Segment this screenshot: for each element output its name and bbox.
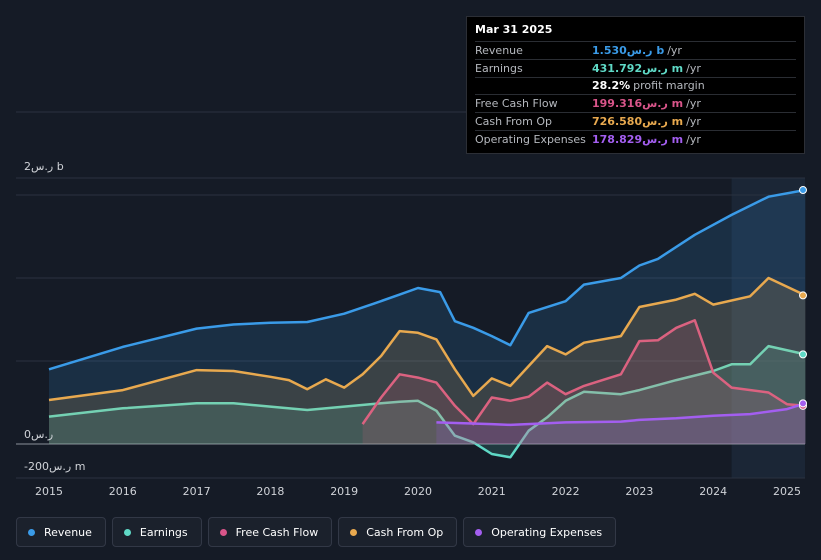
revenue-area	[49, 190, 806, 444]
operating-expenses-line	[436, 402, 806, 427]
tooltip-value: 726.580ر.س m	[592, 115, 684, 129]
operating-expenses-area	[436, 403, 806, 444]
tooltip-date: Mar 31 2025	[475, 23, 553, 36]
x-tick-label: 2021	[478, 485, 506, 498]
revenue-end-marker	[799, 186, 807, 195]
cash-from-op-end-marker	[799, 291, 807, 300]
legend: Revenue Earnings Free Cash Flow Cash From O…	[16, 517, 617, 549]
tooltip-unit: /yr	[686, 132, 701, 146]
legend-item-revenue[interactable]: Revenue	[16, 517, 106, 547]
legend-dot-icon	[28, 528, 35, 536]
tooltip-unit: /yr	[686, 115, 701, 129]
legend-item-operating-expenses[interactable]: Operating Expenses	[463, 517, 617, 547]
x-tick-label: 2017	[183, 485, 211, 498]
legend-item-free-cash-flow[interactable]: Free Cash Flow	[207, 517, 333, 547]
tooltip-row: Revenue 1.530ر.س b/yr	[475, 41, 796, 59]
x-tick-label: 2018	[256, 485, 284, 498]
tooltip-row: Earnings 431.792ر.س m/yr	[475, 58, 796, 77]
legend-dot-icon	[123, 528, 131, 536]
earnings-area	[49, 346, 806, 458]
tooltip-label: Cash From Op	[475, 115, 553, 129]
legend-label: Cash From Op	[366, 525, 444, 539]
data-tooltip: Mar 31 2025 Revenue 1.530ر.س b/yr Earnings…	[466, 16, 805, 154]
tooltip-value: 431.792ر.س m	[592, 61, 684, 75]
tooltip-label: Revenue	[475, 43, 523, 57]
operating-expenses-end-marker	[799, 399, 807, 408]
tooltip-unit: /yr	[667, 43, 682, 57]
x-tick-label: 2019	[330, 485, 358, 498]
x-tick-label: 2024	[699, 485, 727, 498]
x-tick-label: 2022	[552, 485, 580, 498]
earnings-line	[48, 344, 806, 459]
highlight-band	[731, 178, 805, 478]
legend-label: Revenue	[44, 525, 92, 539]
tooltip-unit: /yr	[686, 97, 701, 111]
y-tick-label: 0ر.س	[24, 428, 53, 441]
tooltip-value: 1.530ر.س b	[592, 43, 665, 57]
x-tick-label: 2023	[625, 485, 653, 498]
x-tick-label: 2025	[773, 485, 801, 498]
x-tick-label: 2020	[404, 485, 432, 498]
y-tick-label: 2ر.س b	[24, 160, 64, 173]
legend-dot-icon	[475, 528, 483, 536]
revenue-line	[48, 188, 806, 371]
tooltip-row: 28.2% profit margin	[475, 76, 796, 95]
legend-item-cash-from-op[interactable]: Cash From Op	[338, 517, 458, 547]
tooltip-row: Free Cash Flow 199.316ر.س m/yr	[475, 94, 796, 112]
earnings-end-marker	[799, 350, 807, 359]
legend-label: Earnings	[139, 525, 188, 539]
tooltip-value: 28.2%	[592, 79, 631, 93]
tooltip-label: Earnings	[475, 61, 523, 75]
tooltip-row: Cash From Op 726.580ر.س m/yr	[475, 112, 796, 130]
x-tick-label: 2016	[109, 485, 137, 498]
tooltip-value: 178.829ر.س m	[592, 132, 684, 146]
legend-label: Operating Expenses	[491, 525, 603, 539]
tooltip-row: Operating Expenses 178.829ر.س m/yr	[475, 129, 796, 148]
chart-area: 2ر.س b 0ر.س -200ر.س m 2015 2016 2017 2018 2019 2…	[16, 111, 807, 498]
tooltip-unit: profit margin	[633, 79, 705, 93]
legend-dot-icon	[219, 528, 227, 536]
tooltip-label: Operating Expenses	[475, 132, 586, 146]
free-cash-flow-line	[361, 319, 806, 426]
free-cash-flow-area	[362, 320, 806, 444]
x-tick-label: 2015	[35, 485, 63, 498]
tooltip-label: Free Cash Flow	[475, 97, 558, 111]
legend-item-earnings[interactable]: Earnings	[111, 517, 202, 547]
legend-label: Free Cash Flow	[235, 525, 319, 539]
legend-dot-icon	[350, 528, 358, 536]
tooltip-value: 199.316ر.س m	[592, 97, 684, 111]
y-tick-label: -200ر.س m	[24, 460, 85, 473]
cash-from-op-line	[48, 276, 806, 402]
cash-from-op-area	[49, 278, 806, 444]
tooltip-unit: /yr	[686, 61, 701, 75]
